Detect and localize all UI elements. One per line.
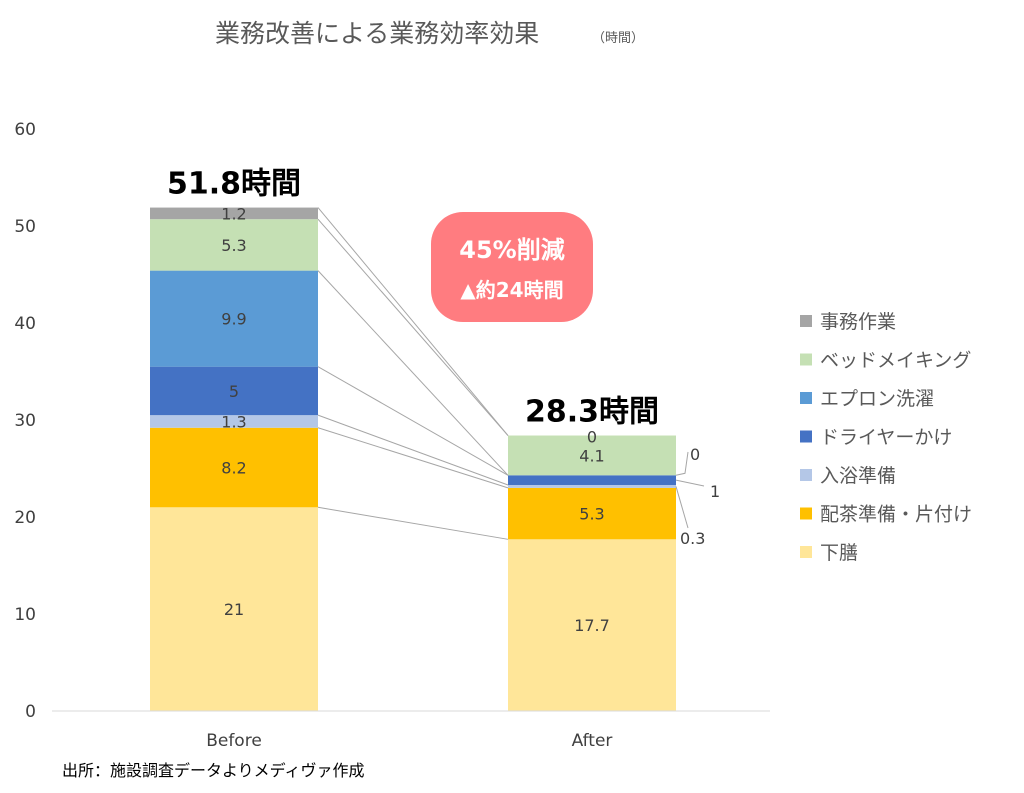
total-labels: 51.8時間 28.3時間 xyxy=(167,167,659,430)
legend-label: 入浴準備 xyxy=(820,465,896,487)
connector-lines xyxy=(317,207,509,540)
source-note: 出所：施設調査データよりメディヴァ作成 xyxy=(62,761,365,780)
data-label: 0 xyxy=(690,445,700,464)
bar-segment xyxy=(150,219,318,271)
bar-segment xyxy=(508,435,676,476)
legend-label: 事務作業 xyxy=(820,311,896,333)
connector-line xyxy=(317,366,509,476)
legend-label: 配茶準備・片付け xyxy=(820,504,972,526)
y-tick-label: 50 xyxy=(14,217,36,237)
bar-segment xyxy=(150,415,318,428)
reduction-callout: 45%削減 ▲約24時間 xyxy=(431,212,593,322)
y-tick-label: 60 xyxy=(14,120,36,140)
legend-swatch xyxy=(800,469,812,481)
bar-segment xyxy=(150,427,318,508)
y-tick-label: 0 xyxy=(25,702,36,722)
legend-label: エプロン洗濯 xyxy=(820,388,934,410)
y-tick-label: 10 xyxy=(14,605,36,625)
category-label: After xyxy=(572,731,613,751)
bar-segment xyxy=(150,366,318,416)
y-tick-label: 30 xyxy=(14,411,36,431)
legend-swatch xyxy=(800,353,812,366)
data-label-leader xyxy=(675,486,689,529)
category-label: Before xyxy=(206,731,262,751)
bar-segment xyxy=(508,487,676,540)
connector-line xyxy=(317,414,509,486)
data-label: 17.7 xyxy=(574,616,610,635)
data-label: 0 xyxy=(587,428,597,447)
data-label: 5.3 xyxy=(221,236,246,255)
total-label: 51.8時間 xyxy=(167,167,301,202)
data-label: 0.3 xyxy=(680,529,705,548)
connector-line xyxy=(317,506,509,540)
data-label: 4.1 xyxy=(579,446,604,465)
data-label: 5.3 xyxy=(579,505,604,524)
callout-background xyxy=(431,212,593,322)
y-tick-label: 20 xyxy=(14,508,36,528)
data-label-leader xyxy=(675,451,689,476)
data-label: 1 xyxy=(710,482,720,501)
legend-label: 下膳 xyxy=(820,542,858,564)
connector-line xyxy=(317,270,509,476)
legend-swatch xyxy=(800,392,812,404)
legend-swatch xyxy=(800,430,812,443)
data-label: 8.2 xyxy=(221,459,246,478)
chart-title: 業務改善による業務効率効果 xyxy=(215,19,539,48)
y-tick-label: 40 xyxy=(14,314,36,334)
bar-segment xyxy=(150,270,318,367)
data-label: 1.3 xyxy=(221,412,246,431)
connector-line xyxy=(317,427,509,489)
chart-title-unit: （時間） xyxy=(592,31,644,46)
legend-label: ベッドメイキング xyxy=(820,350,971,372)
callout-hours: ▲約24時間 xyxy=(460,278,563,302)
callout-percent: 45%削減 xyxy=(459,236,564,264)
bar-segment xyxy=(508,539,676,711)
legend-swatch xyxy=(800,546,812,558)
connector-line xyxy=(317,218,509,436)
legend-label: ドライヤーかけ xyxy=(820,427,952,449)
data-label: 21 xyxy=(224,600,244,619)
bar-segment xyxy=(508,484,676,488)
bar-segment xyxy=(150,207,318,220)
total-label: 28.3時間 xyxy=(525,395,659,430)
data-label: 1.2 xyxy=(221,204,246,223)
data-label-leader xyxy=(675,479,705,487)
category-labels: Before After xyxy=(206,731,612,751)
legend-swatch xyxy=(800,507,812,520)
data-label: 9.9 xyxy=(221,310,246,329)
y-axis-ticks: 0 10 20 30 40 50 60 xyxy=(14,120,36,722)
bars xyxy=(150,207,676,711)
connector-line xyxy=(317,207,509,436)
bar-segment xyxy=(150,507,318,711)
data-label: 5 xyxy=(229,382,239,401)
bar-segment xyxy=(508,475,676,485)
legend-swatch xyxy=(800,315,812,327)
